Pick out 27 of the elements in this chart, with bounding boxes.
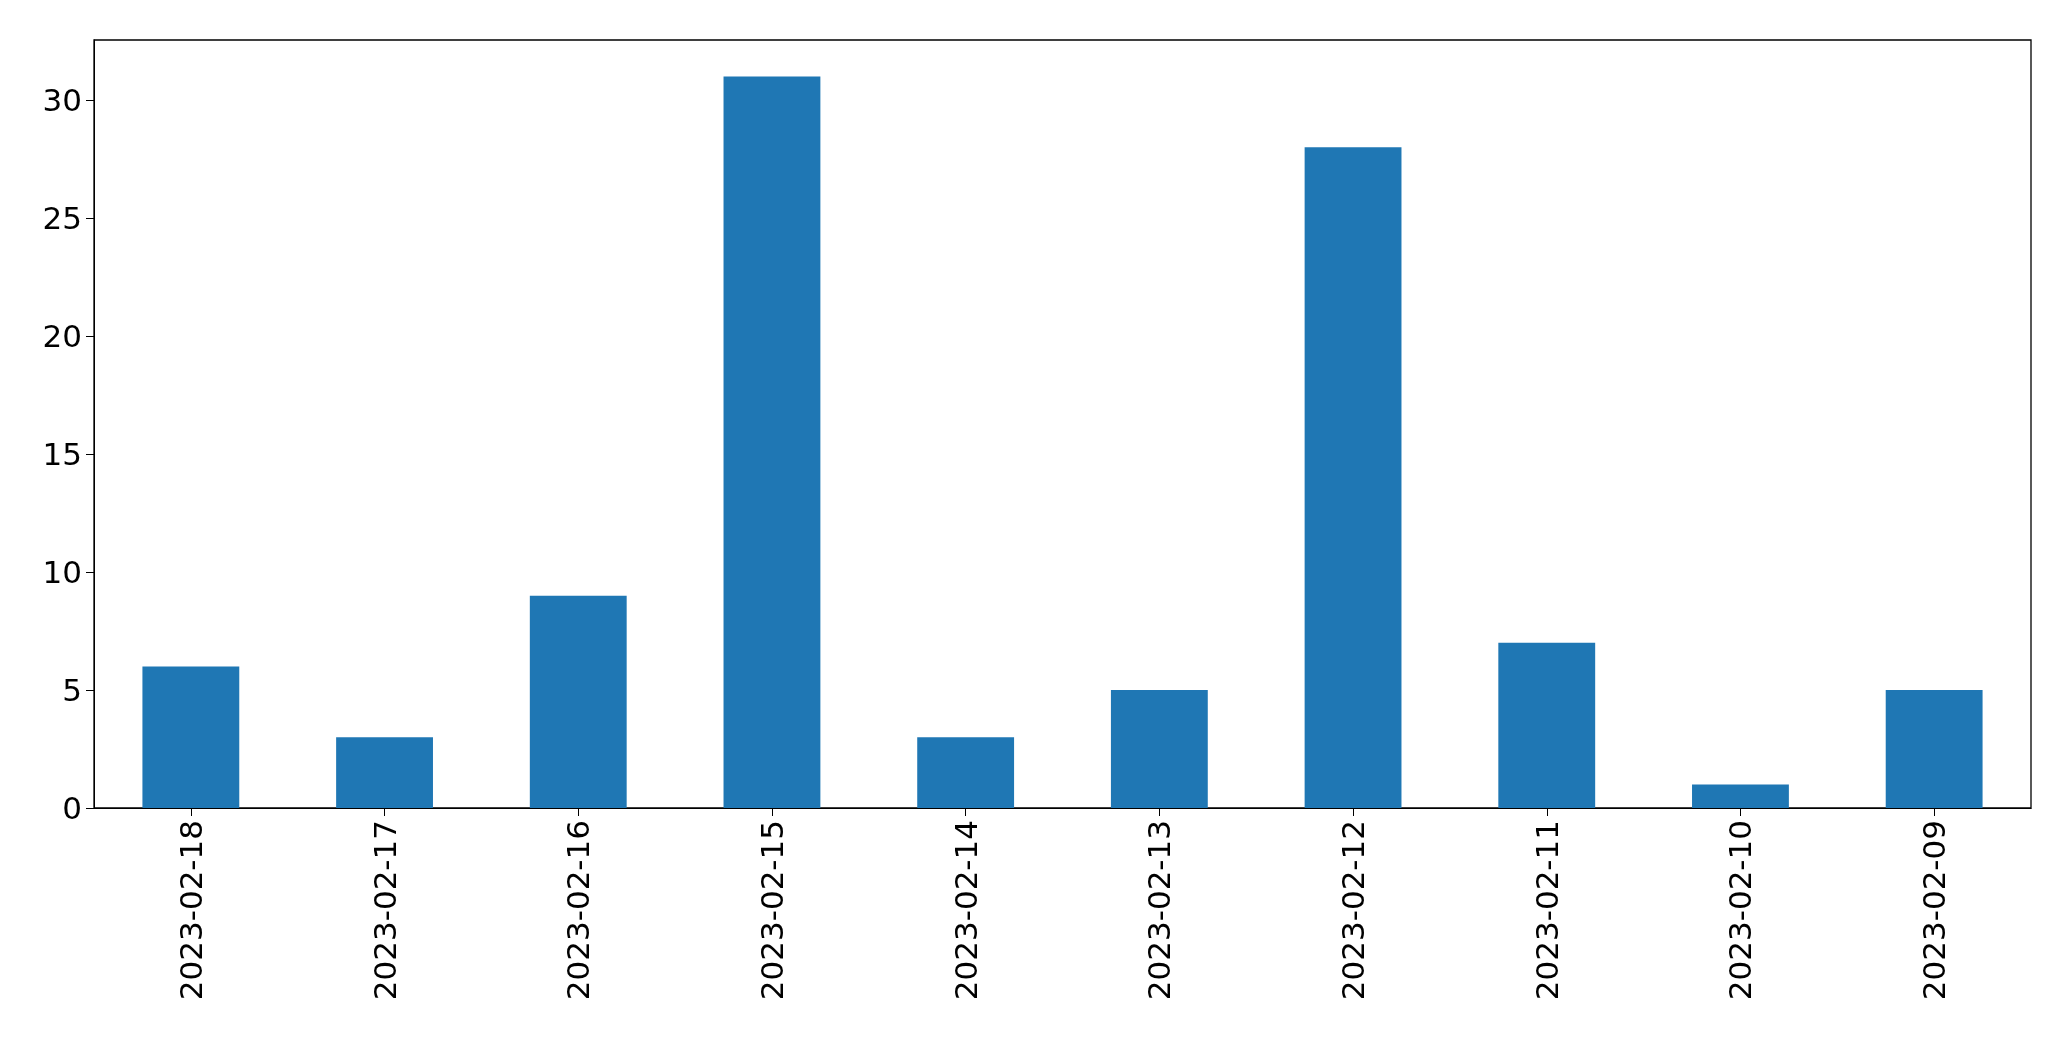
bar [142, 666, 240, 808]
y-tick-label: 25 [42, 200, 82, 237]
y-tick-label: 20 [42, 318, 82, 355]
bar [917, 737, 1015, 808]
x-tick-label: 2023-02-12 [1335, 820, 1372, 1001]
x-tick-label: 2023-02-17 [366, 820, 403, 1001]
bar [529, 595, 627, 808]
x-tick-label: 2023-02-14 [947, 820, 984, 1001]
y-tick-label: 5 [62, 672, 82, 709]
x-tick-label: 2023-02-10 [1722, 820, 1759, 1001]
x-tick-label: 2023-02-18 [172, 820, 209, 1001]
bar [1885, 690, 1983, 808]
bar [723, 76, 821, 808]
y-tick-label: 15 [42, 436, 82, 473]
x-tick-label: 2023-02-13 [1141, 820, 1178, 1001]
y-tick-label: 30 [42, 82, 82, 119]
x-tick-label: 2023-02-11 [1528, 820, 1565, 1001]
bar [1304, 147, 1402, 808]
bar [1110, 690, 1208, 808]
x-tick-label: 2023-02-15 [753, 820, 790, 1001]
bar [1692, 784, 1789, 808]
x-tick-label: 2023-02-16 [560, 820, 597, 1001]
y-tick-label: 10 [42, 554, 82, 591]
x-tick-label: 2023-02-09 [1916, 820, 1953, 1001]
y-tick-label: 0 [62, 790, 82, 826]
bar [336, 737, 433, 808]
bar [1498, 642, 1596, 808]
